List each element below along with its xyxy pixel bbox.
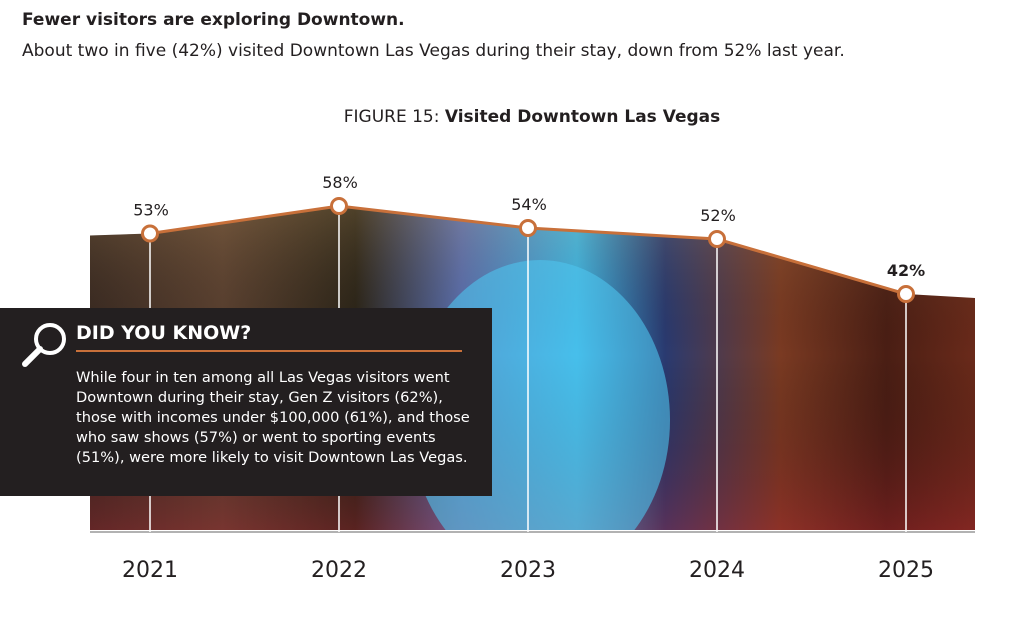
callout-text: While four in ten among all Las Vegas vi… <box>76 369 470 466</box>
x-tick-label: 2024 <box>689 558 745 583</box>
data-point <box>708 230 726 248</box>
data-point <box>141 224 159 243</box>
figure-prefix: FIGURE 15: <box>343 107 445 127</box>
figure-title-text: Visited Downtown Las Vegas <box>444 107 721 127</box>
subheading: About two in five (42%) visited Downtown… <box>22 41 845 61</box>
x-tick-label: 2021 <box>122 558 178 583</box>
heading: Fewer visitors are exploring Downtown. <box>22 10 405 30</box>
magnifier-icon <box>22 323 66 367</box>
data-label: 53% <box>133 201 169 220</box>
data-label: 52% <box>700 206 736 225</box>
data-label: 54% <box>511 195 547 214</box>
data-point <box>519 219 537 237</box>
data-point <box>897 285 915 303</box>
figure-title: FIGURE 15: Visited Downtown Las Vegas <box>0 107 1024 127</box>
x-tick-label: 2023 <box>500 558 556 583</box>
data-label: 42% <box>887 261 925 280</box>
did-you-know-callout: DID YOU KNOW? While four in ten among al… <box>0 308 492 496</box>
data-label: 58% <box>322 173 358 192</box>
data-point <box>330 197 348 215</box>
x-tick-label: 2025 <box>878 558 934 583</box>
x-tick-label: 2022 <box>311 558 367 583</box>
callout-title: DID YOU KNOW? <box>76 322 462 352</box>
